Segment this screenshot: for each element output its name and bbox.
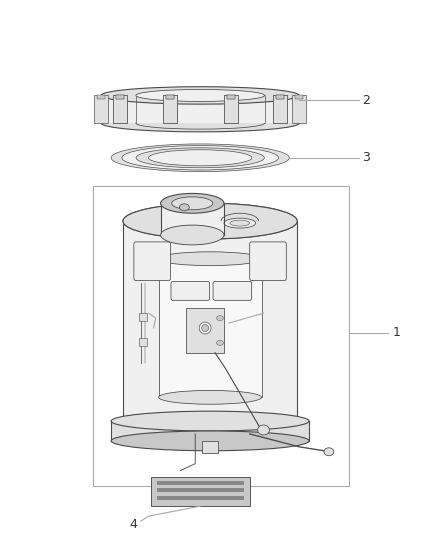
- Bar: [224, 95, 238, 123]
- Bar: [162, 95, 177, 123]
- Bar: [116, 95, 124, 99]
- Bar: [97, 95, 105, 99]
- Ellipse shape: [159, 390, 261, 404]
- Ellipse shape: [161, 193, 224, 213]
- Bar: [116, 95, 124, 99]
- Bar: [186, 308, 224, 353]
- Ellipse shape: [161, 225, 224, 245]
- Bar: [273, 95, 287, 123]
- Bar: [101, 95, 299, 123]
- FancyBboxPatch shape: [213, 281, 252, 300]
- Ellipse shape: [136, 117, 265, 129]
- Bar: [166, 95, 173, 99]
- Ellipse shape: [224, 218, 256, 228]
- Ellipse shape: [136, 90, 265, 101]
- Ellipse shape: [148, 150, 252, 166]
- Ellipse shape: [123, 203, 297, 239]
- Text: 6: 6: [268, 305, 276, 318]
- Bar: [113, 95, 127, 123]
- Text: 3: 3: [363, 151, 371, 164]
- Bar: [273, 95, 287, 123]
- Bar: [202, 441, 218, 453]
- Bar: [162, 95, 177, 123]
- Text: 5: 5: [137, 304, 145, 317]
- Bar: [139, 338, 147, 346]
- Text: 2: 2: [363, 94, 371, 107]
- Bar: [161, 203, 224, 235]
- Ellipse shape: [159, 252, 261, 265]
- Bar: [224, 95, 238, 123]
- Ellipse shape: [216, 316, 223, 321]
- FancyBboxPatch shape: [134, 242, 170, 280]
- Bar: [136, 95, 265, 123]
- Bar: [276, 95, 284, 99]
- Bar: [276, 95, 284, 99]
- Ellipse shape: [111, 431, 309, 451]
- Bar: [295, 95, 303, 99]
- Ellipse shape: [101, 115, 299, 132]
- Bar: [292, 95, 306, 123]
- Bar: [166, 95, 173, 99]
- FancyBboxPatch shape: [250, 242, 286, 280]
- Text: 1: 1: [392, 327, 400, 340]
- Bar: [227, 95, 235, 99]
- Bar: [227, 95, 235, 99]
- Ellipse shape: [111, 411, 309, 431]
- Ellipse shape: [180, 204, 189, 211]
- Bar: [113, 95, 127, 123]
- Bar: [159, 259, 261, 397]
- Ellipse shape: [199, 322, 211, 334]
- Ellipse shape: [123, 203, 297, 239]
- Bar: [157, 481, 244, 486]
- Ellipse shape: [101, 87, 299, 104]
- Bar: [157, 496, 244, 500]
- Bar: [94, 95, 108, 123]
- Ellipse shape: [136, 148, 265, 168]
- Bar: [139, 313, 147, 321]
- Bar: [157, 488, 244, 492]
- Ellipse shape: [230, 220, 250, 226]
- FancyBboxPatch shape: [171, 281, 210, 300]
- Ellipse shape: [122, 146, 279, 170]
- Text: 4: 4: [129, 518, 137, 530]
- Bar: [123, 221, 297, 429]
- Ellipse shape: [111, 144, 289, 172]
- Ellipse shape: [216, 341, 223, 345]
- Ellipse shape: [172, 197, 213, 210]
- Bar: [111, 421, 309, 441]
- FancyBboxPatch shape: [151, 477, 250, 506]
- Ellipse shape: [258, 425, 269, 435]
- Ellipse shape: [324, 448, 334, 456]
- Ellipse shape: [201, 325, 208, 332]
- Bar: [93, 187, 349, 487]
